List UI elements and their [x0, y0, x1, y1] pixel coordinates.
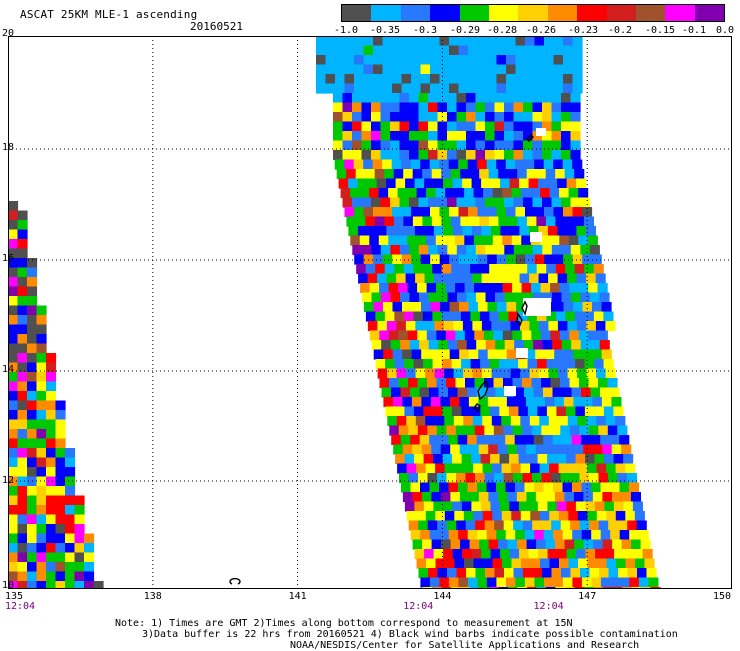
graticule — [8, 36, 732, 589]
colorbar-label: -0.2 — [607, 25, 633, 36]
colorbar-label: -0.1 — [681, 25, 707, 36]
lat-tick-label: 16 — [2, 253, 15, 264]
map-date: 20160521 — [190, 20, 243, 33]
colorbar-segment — [665, 5, 695, 21]
lon-tick-label: 150 — [712, 591, 732, 602]
colorbar-label: -0.23 — [567, 25, 599, 36]
map-frame — [8, 36, 732, 589]
colorbar-segment — [430, 5, 460, 21]
colorbar-label: -0.28 — [486, 25, 518, 36]
colorbar-segment — [459, 5, 489, 21]
colorbar-label: -1.0 — [333, 25, 359, 36]
island-mask — [504, 386, 516, 396]
colorbar-segment — [694, 5, 725, 21]
pass-time-label: 12:04 — [403, 601, 434, 612]
lon-tick-label: 135 — [4, 591, 24, 602]
island-mask — [523, 298, 551, 316]
colorbar-segment — [342, 5, 372, 21]
colorbar-segment — [400, 5, 431, 21]
colorbar-segment — [577, 5, 607, 21]
colorbar-segment — [547, 5, 578, 21]
lat-tick-label: 14 — [2, 364, 15, 375]
lon-tick-label: 144 — [433, 591, 452, 602]
lon-tick-label: 138 — [143, 591, 162, 602]
colorbar — [341, 4, 725, 22]
colorbar-segment — [518, 5, 548, 21]
colorbar-label: -0.35 — [369, 25, 401, 36]
pass-time-label: 12:04 — [4, 601, 36, 612]
colorbar-label: -0.29 — [449, 25, 481, 36]
lat-tick-label: 10 — [2, 580, 15, 591]
colorbar-segment — [371, 5, 401, 21]
pass-time-label: 12:04 — [533, 601, 564, 612]
note-line-2: 3)Data buffer is 22 hrs from 20160521 4)… — [142, 629, 678, 640]
map-title: ASCAT 25KM MLE-1 ascending — [20, 8, 198, 21]
lon-tick-label: 147 — [578, 591, 597, 602]
colorbar-label: -0.3 — [412, 25, 438, 36]
lon-tick-label: 141 — [288, 591, 307, 602]
credit-line: NOAA/NESDIS/Center for Satellite Applica… — [290, 640, 640, 651]
swath-map — [8, 36, 732, 589]
island-mask — [530, 232, 542, 242]
coastline — [229, 134, 534, 585]
note-line-1: Note: 1) Times are GMT 2)Times along bot… — [115, 618, 573, 629]
colorbar-label: -0.15 — [644, 25, 676, 36]
island-mask — [516, 348, 528, 358]
lat-tick-label: 12 — [2, 475, 15, 486]
colorbar-labels: -1.0 -0.35 -0.3 -0.29 -0.28 -0.26 -0.23 -0.2 -0.… — [330, 26, 734, 38]
island-mask — [536, 128, 546, 136]
wind-cells — [8, 36, 661, 589]
colorbar-segment — [635, 5, 666, 21]
colorbar-label: -0.26 — [525, 25, 557, 36]
colorbar-segment — [488, 5, 519, 21]
colorbar-label: 0.0 — [715, 25, 735, 36]
lat-tick-label: 20 — [2, 28, 15, 39]
lat-tick-label: 18 — [2, 142, 15, 153]
colorbar-segment — [606, 5, 636, 21]
